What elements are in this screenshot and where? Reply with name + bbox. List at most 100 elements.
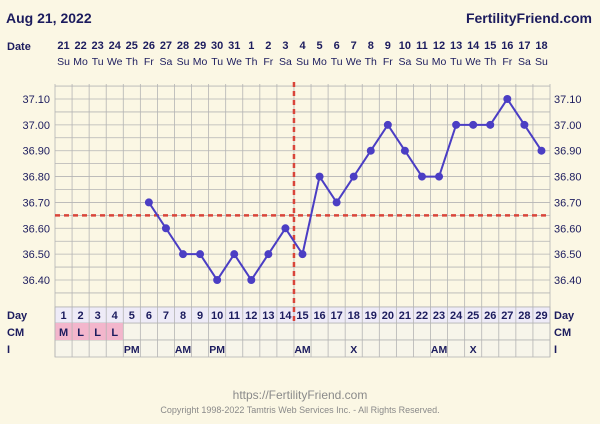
- date-label: 29: [194, 40, 206, 52]
- temperature-point: [230, 250, 239, 259]
- temperature-point: [520, 120, 529, 129]
- date-label: 3: [282, 40, 288, 52]
- cm-value: L: [111, 327, 118, 339]
- day-number: 29: [535, 310, 547, 322]
- y-tick-label-left: 37.10: [22, 94, 50, 106]
- weekday-label: Fr: [383, 56, 393, 68]
- temperature-point: [349, 172, 358, 181]
- intercourse-mark: AM: [175, 344, 192, 356]
- day-number: 2: [78, 310, 84, 322]
- row-label-cm-right: CM: [554, 327, 571, 339]
- date-label: 14: [467, 40, 480, 52]
- y-tick-label-left: 36.60: [22, 223, 50, 235]
- temperature-point: [161, 224, 170, 233]
- temperature-point: [383, 120, 392, 129]
- intercourse-mark: X: [350, 344, 357, 356]
- weekday-label: Fr: [502, 56, 512, 68]
- day-number: 27: [501, 310, 513, 322]
- day-number: 15: [296, 310, 308, 322]
- cm-cell-highlight: [106, 323, 124, 340]
- temperature-point: [179, 250, 188, 259]
- day-number: 8: [180, 310, 186, 322]
- day-number: 10: [211, 310, 223, 322]
- temperature-point: [366, 146, 375, 155]
- weekday-label: Tu: [211, 56, 223, 68]
- y-tick-label-right: 37.10: [554, 94, 582, 106]
- day-number: 5: [129, 310, 135, 322]
- day-number: 18: [348, 310, 360, 322]
- temperature-point: [264, 250, 273, 259]
- date-label: 23: [92, 40, 104, 52]
- temperature-point: [469, 120, 478, 129]
- row-label-i-right: I: [554, 344, 557, 356]
- temperature-point: [298, 250, 307, 259]
- day-number: 17: [331, 310, 343, 322]
- date-label: 8: [368, 40, 374, 52]
- weekday-label: Fr: [263, 56, 273, 68]
- intercourse-mark: AM: [294, 344, 311, 356]
- date-label: 27: [160, 40, 172, 52]
- cm-cell-highlight: [89, 323, 107, 340]
- weekday-label: Sa: [160, 56, 173, 68]
- temperature-point: [417, 172, 426, 181]
- footer-url[interactable]: https://FertilityFriend.com: [232, 388, 368, 402]
- bbt-chart: 37.10 37.10 37.00 37.00 36.90 36.90 36.80 36.80…: [7, 40, 582, 358]
- date-label: 7: [351, 40, 357, 52]
- day-number: 4: [112, 310, 119, 322]
- weekday-label: Th: [126, 56, 138, 68]
- weekday-label: Su: [416, 56, 429, 68]
- y-tick-label-right: 36.50: [554, 249, 582, 261]
- weekday-label: Th: [365, 56, 377, 68]
- weekday-label: Su: [535, 56, 548, 68]
- temperature-point: [452, 120, 461, 129]
- day-number: 22: [416, 310, 428, 322]
- y-tick-label-left: 36.90: [22, 146, 50, 158]
- weekday-label: Th: [484, 56, 496, 68]
- day-number: 28: [518, 310, 530, 322]
- row-label-i: I: [7, 344, 10, 356]
- cm-cell-highlight: [55, 323, 73, 340]
- day-number: 25: [467, 310, 479, 322]
- day-number: 14: [279, 310, 292, 322]
- weekday-label: Fr: [144, 56, 154, 68]
- temperature-point: [315, 172, 324, 181]
- weekday-label: We: [465, 56, 481, 68]
- weekday-label: We: [226, 56, 242, 68]
- day-number: 7: [163, 310, 169, 322]
- date-label: 12: [433, 40, 445, 52]
- weekday-label: Sa: [518, 56, 531, 68]
- weekday-label: Su: [296, 56, 309, 68]
- date-label: 2: [265, 40, 271, 52]
- day-number: 21: [399, 310, 411, 322]
- day-number: 24: [450, 310, 463, 322]
- cm-value: L: [94, 327, 101, 339]
- y-tick-label-right: 36.80: [554, 172, 582, 184]
- day-number: 6: [146, 310, 152, 322]
- day-number: 1: [60, 310, 66, 322]
- date-label: 4: [299, 40, 306, 52]
- date-label: 26: [143, 40, 155, 52]
- date-label: 25: [126, 40, 138, 52]
- date-label: 21: [57, 40, 69, 52]
- date-label: 31: [228, 40, 240, 52]
- day-number: 3: [95, 310, 101, 322]
- weekday-label: Mo: [312, 56, 327, 68]
- row-label-day: Day: [7, 310, 28, 322]
- day-number: 9: [197, 310, 203, 322]
- row-label-cm: CM: [7, 327, 24, 339]
- site-name[interactable]: FertilityFriend.com: [465, 10, 592, 26]
- weekday-label: Su: [177, 56, 190, 68]
- y-tick-label-left: 37.00: [22, 120, 50, 132]
- weekday-label: Su: [57, 56, 70, 68]
- intercourse-mark: PM: [124, 344, 140, 356]
- y-tick-label-left: 36.80: [22, 172, 50, 184]
- day-number: 23: [433, 310, 445, 322]
- weekday-label: Th: [245, 56, 257, 68]
- weekday-label: We: [346, 56, 362, 68]
- date-label: 24: [109, 40, 122, 52]
- temperature-point: [486, 120, 495, 129]
- temperature-point: [281, 224, 290, 233]
- table-row: [54, 322, 551, 341]
- date-label: 1: [248, 40, 254, 52]
- y-tick-label-left: 36.40: [22, 275, 50, 287]
